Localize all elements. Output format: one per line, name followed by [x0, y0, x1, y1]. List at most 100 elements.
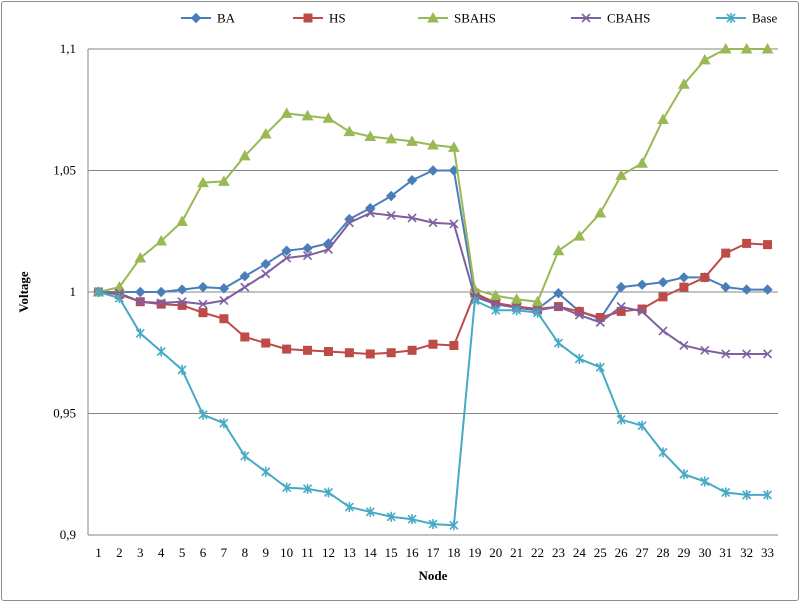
data-point [742, 349, 752, 359]
x-tick-label: 21 [510, 545, 523, 560]
x-tick-label: 15 [385, 545, 398, 560]
data-point [615, 281, 627, 293]
data-point [385, 132, 398, 144]
data-point [282, 253, 292, 263]
data-point [721, 248, 731, 258]
data-point [721, 487, 731, 498]
data-point [302, 250, 313, 261]
data-point [365, 208, 375, 218]
data-point [365, 506, 375, 517]
data-point [190, 12, 202, 24]
data-point [657, 277, 669, 288]
series-group [92, 42, 774, 531]
data-point [616, 414, 626, 425]
data-point [240, 282, 250, 292]
series-ba [93, 165, 773, 324]
data-point [198, 409, 208, 420]
data-point [449, 520, 459, 531]
legend-label: CBAHS [607, 11, 650, 26]
data-point [720, 281, 731, 293]
data-point [553, 338, 564, 349]
data-point [698, 53, 711, 65]
data-point [198, 299, 208, 309]
data-point [428, 519, 438, 530]
data-point [679, 469, 689, 480]
data-point [282, 344, 292, 354]
data-point [553, 288, 564, 299]
data-point [135, 297, 145, 307]
data-point [281, 245, 292, 256]
x-tick-label: 23 [552, 545, 565, 560]
data-point [741, 284, 752, 295]
data-point [155, 234, 168, 246]
data-point [386, 511, 396, 522]
data-point [238, 149, 251, 161]
data-point [595, 317, 605, 327]
data-point [427, 138, 439, 150]
data-point [616, 302, 626, 312]
x-tick-label: 24 [573, 545, 587, 560]
data-point [574, 310, 584, 320]
data-point [385, 190, 397, 202]
x-tick-label: 26 [615, 545, 629, 560]
x-tick-label: 12 [322, 545, 335, 560]
data-point [574, 353, 584, 364]
y-tick-label: 1,1 [60, 41, 76, 56]
data-point [218, 175, 230, 186]
x-tick-label: 7 [221, 545, 228, 560]
data-point [282, 482, 292, 493]
data-point [323, 244, 334, 255]
x-tick-label: 13 [343, 545, 356, 560]
data-point [595, 362, 605, 373]
data-point [323, 487, 334, 498]
series-hs [93, 238, 773, 359]
data-point [344, 348, 354, 358]
data-point [658, 292, 668, 302]
data-point [240, 332, 250, 342]
data-point [512, 305, 522, 316]
x-tick-labels: 1 2 3 4 5 6 7 8 9 10 11 12 13 14 15 16 17 18 19 20 21 22 23 24 2… [95, 545, 774, 560]
data-point [343, 125, 356, 137]
legend-label: HS [329, 11, 346, 26]
data-point [726, 13, 736, 23]
y-tick-label: 1,05 [53, 163, 76, 178]
x-tick-label: 31 [719, 545, 732, 560]
x-tick-label: 32 [740, 545, 753, 560]
data-point [364, 130, 377, 141]
data-point [219, 314, 229, 324]
data-point [156, 298, 166, 308]
data-point [573, 230, 586, 241]
data-point [678, 78, 690, 89]
data-point [303, 345, 313, 355]
data-point [427, 11, 439, 23]
data-point [678, 272, 690, 283]
data-point [406, 175, 418, 186]
data-point [156, 346, 166, 357]
data-point [489, 289, 502, 301]
data-point [679, 282, 689, 292]
data-point [177, 297, 187, 307]
x-tick-label: 11 [301, 545, 314, 560]
x-tick-label: 29 [677, 545, 690, 560]
legend: BA HS SBAHS CBAHS Base [181, 11, 778, 26]
data-point [742, 489, 752, 500]
data-point [763, 240, 773, 250]
data-point [531, 295, 544, 307]
data-point [239, 270, 251, 282]
data-point [219, 418, 229, 429]
data-point [658, 326, 668, 336]
data-point [762, 284, 773, 295]
series-base [93, 287, 773, 531]
x-tick-label: 8 [242, 545, 249, 560]
data-point [470, 295, 480, 306]
data-point [302, 483, 313, 494]
y-tick-label: 0,9 [60, 527, 76, 542]
legend-label: Base [752, 11, 778, 26]
data-point [261, 269, 271, 279]
data-point [428, 339, 438, 349]
x-tick-label: 30 [698, 545, 711, 560]
data-point [303, 13, 313, 23]
x-tick-label: 25 [594, 545, 607, 560]
x-tick-label: 22 [531, 545, 544, 560]
